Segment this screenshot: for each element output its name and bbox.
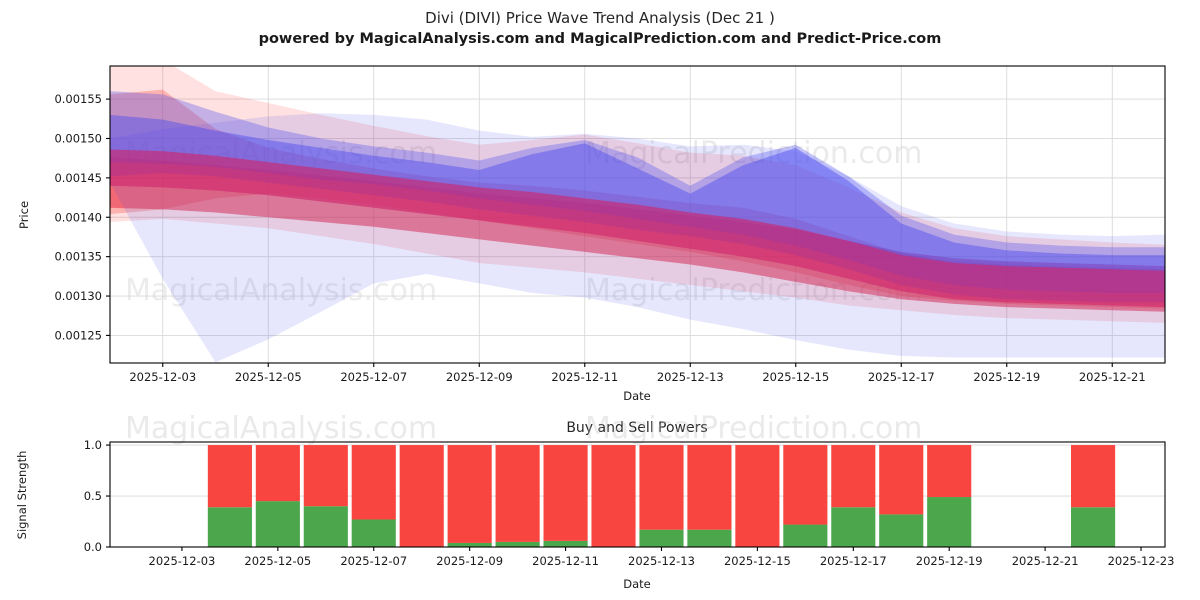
y-tick-label: 0.0 — [84, 540, 102, 554]
wave-band — [110, 149, 1165, 308]
bar-segment-buy — [927, 497, 972, 547]
bar-segment-buy — [207, 507, 252, 547]
x-tick-label: 2025-12-23 — [1108, 554, 1175, 568]
page-title: Divi (DIVI) Price Wave Trend Analysis (D… — [425, 9, 775, 27]
bar-segment-sell — [687, 445, 732, 530]
price-wave-chart: MagicalAnalysis.com MagicalPrediction.com… — [17, 65, 1166, 403]
y-tick-label: 0.00145 — [54, 171, 102, 185]
x-tick-label: 2025-12-07 — [340, 370, 407, 384]
axis-ticks-bottom: 0.0 0.5 1.0 2025-12-03 2025-12-05 2025-12-07 2… — [84, 438, 1175, 568]
y-tick-label: 0.00125 — [54, 328, 102, 342]
x-tick-label: 2025-12-21 — [1079, 370, 1146, 384]
watermark-text: MagicalPrediction.com — [585, 411, 923, 446]
bar-segment-buy — [1071, 507, 1116, 547]
panel-title-buy-sell: Buy and Sell Powers — [566, 420, 707, 436]
x-tick-label: 2025-12-09 — [446, 370, 513, 384]
bar-segment-sell — [447, 445, 492, 543]
buy-sell-powers-chart: Buy and Sell Powers MagicalAnalysis.com M… — [15, 411, 1175, 591]
bar-segment-sell — [399, 445, 444, 547]
bar-segment-sell — [639, 445, 684, 530]
bar-segment-buy — [351, 519, 396, 547]
bar-segment-buy — [831, 507, 876, 547]
watermark-text: MagicalPrediction.com — [585, 136, 923, 171]
bar-segment-buy — [303, 506, 348, 547]
bar-segment-sell — [879, 445, 924, 515]
bar-segment-buy — [639, 529, 684, 547]
x-tick-label: 2025-12-17 — [820, 554, 887, 568]
bar-segment-sell — [591, 445, 636, 547]
watermark-text: MagicalAnalysis.com — [125, 411, 437, 446]
bar-segment-buy — [879, 514, 924, 547]
x-tick-label: 2025-12-13 — [657, 370, 724, 384]
bar-segment-buy — [543, 540, 588, 547]
plot-frame — [109, 65, 1166, 364]
bar-segment-buy — [687, 529, 732, 547]
x-tick-label: 2025-12-07 — [340, 554, 407, 568]
plot-frame-bottom — [109, 441, 1166, 548]
y-tick-label: 0.00135 — [54, 250, 102, 264]
bar-segment-buy — [495, 541, 540, 547]
watermark-layer-bottom: MagicalAnalysis.com MagicalPrediction.com — [125, 411, 923, 446]
x-tick-label: 2025-12-03 — [129, 370, 196, 384]
bar-segment-sell — [495, 445, 540, 542]
x-tick-label: 2025-12-15 — [762, 370, 829, 384]
x-tick-label: 2025-12-05 — [244, 554, 311, 568]
bar-segment-sell — [351, 445, 396, 520]
y-tick-label: 0.5 — [84, 489, 102, 503]
x-tick-label: 2025-12-03 — [149, 554, 216, 568]
wave-band — [110, 114, 1165, 293]
y-tick-label: 1.0 — [84, 438, 102, 452]
x-tick-label: 2025-12-05 — [235, 370, 302, 384]
y-axis-title-bottom: Signal Strength — [15, 451, 29, 540]
x-tick-label: 2025-12-17 — [868, 370, 935, 384]
x-tick-label: 2025-12-15 — [724, 554, 791, 568]
x-tick-label: 2025-12-13 — [628, 554, 695, 568]
bar-segment-buy — [447, 542, 492, 547]
bar-segment-sell — [1071, 445, 1116, 508]
x-axis-title-top: Date — [623, 389, 651, 403]
bar-segment-sell — [303, 445, 348, 507]
x-tick-label: 2025-12-19 — [916, 554, 983, 568]
y-tick-label: 0.00155 — [54, 92, 102, 106]
axis-ticks: 0.00125 0.00130 0.00135 0.00140 0.00145 0.001… — [54, 92, 1145, 384]
bar-series — [207, 445, 1116, 547]
bar-segment-sell — [783, 445, 828, 525]
bar-segment-buy — [255, 501, 300, 547]
bar-segment-sell — [255, 445, 300, 502]
bar-segment-buy — [783, 524, 828, 547]
y-tick-label: 0.00150 — [54, 131, 102, 145]
watermark-text: MagicalAnalysis.com — [125, 273, 437, 308]
bar-segment-sell — [543, 445, 588, 541]
x-tick-label: 2025-12-21 — [1012, 554, 1079, 568]
bar-segment-sell — [831, 445, 876, 508]
x-tick-label: 2025-12-11 — [532, 554, 599, 568]
x-tick-label: 2025-12-19 — [973, 370, 1040, 384]
wave-bands — [110, 66, 1165, 363]
chart-header: Divi (DIVI) Price Wave Trend Analysis (D… — [0, 0, 1200, 48]
bar-segment-sell — [735, 445, 780, 547]
page-subtitle: powered by MagicalAnalysis.com and Magic… — [258, 31, 942, 47]
bar-segment-sell — [927, 445, 972, 498]
y-tick-label: 0.00130 — [54, 289, 102, 303]
bar-segment-sell — [207, 445, 252, 508]
x-axis-title-bottom: Date — [623, 577, 651, 591]
wave-band — [110, 91, 1165, 303]
y-tick-label: 0.00140 — [54, 210, 102, 224]
y-axis-title-top: Price — [17, 201, 31, 229]
x-tick-label: 2025-12-11 — [551, 370, 618, 384]
x-tick-label: 2025-12-09 — [436, 554, 503, 568]
gridlines — [110, 66, 1165, 363]
